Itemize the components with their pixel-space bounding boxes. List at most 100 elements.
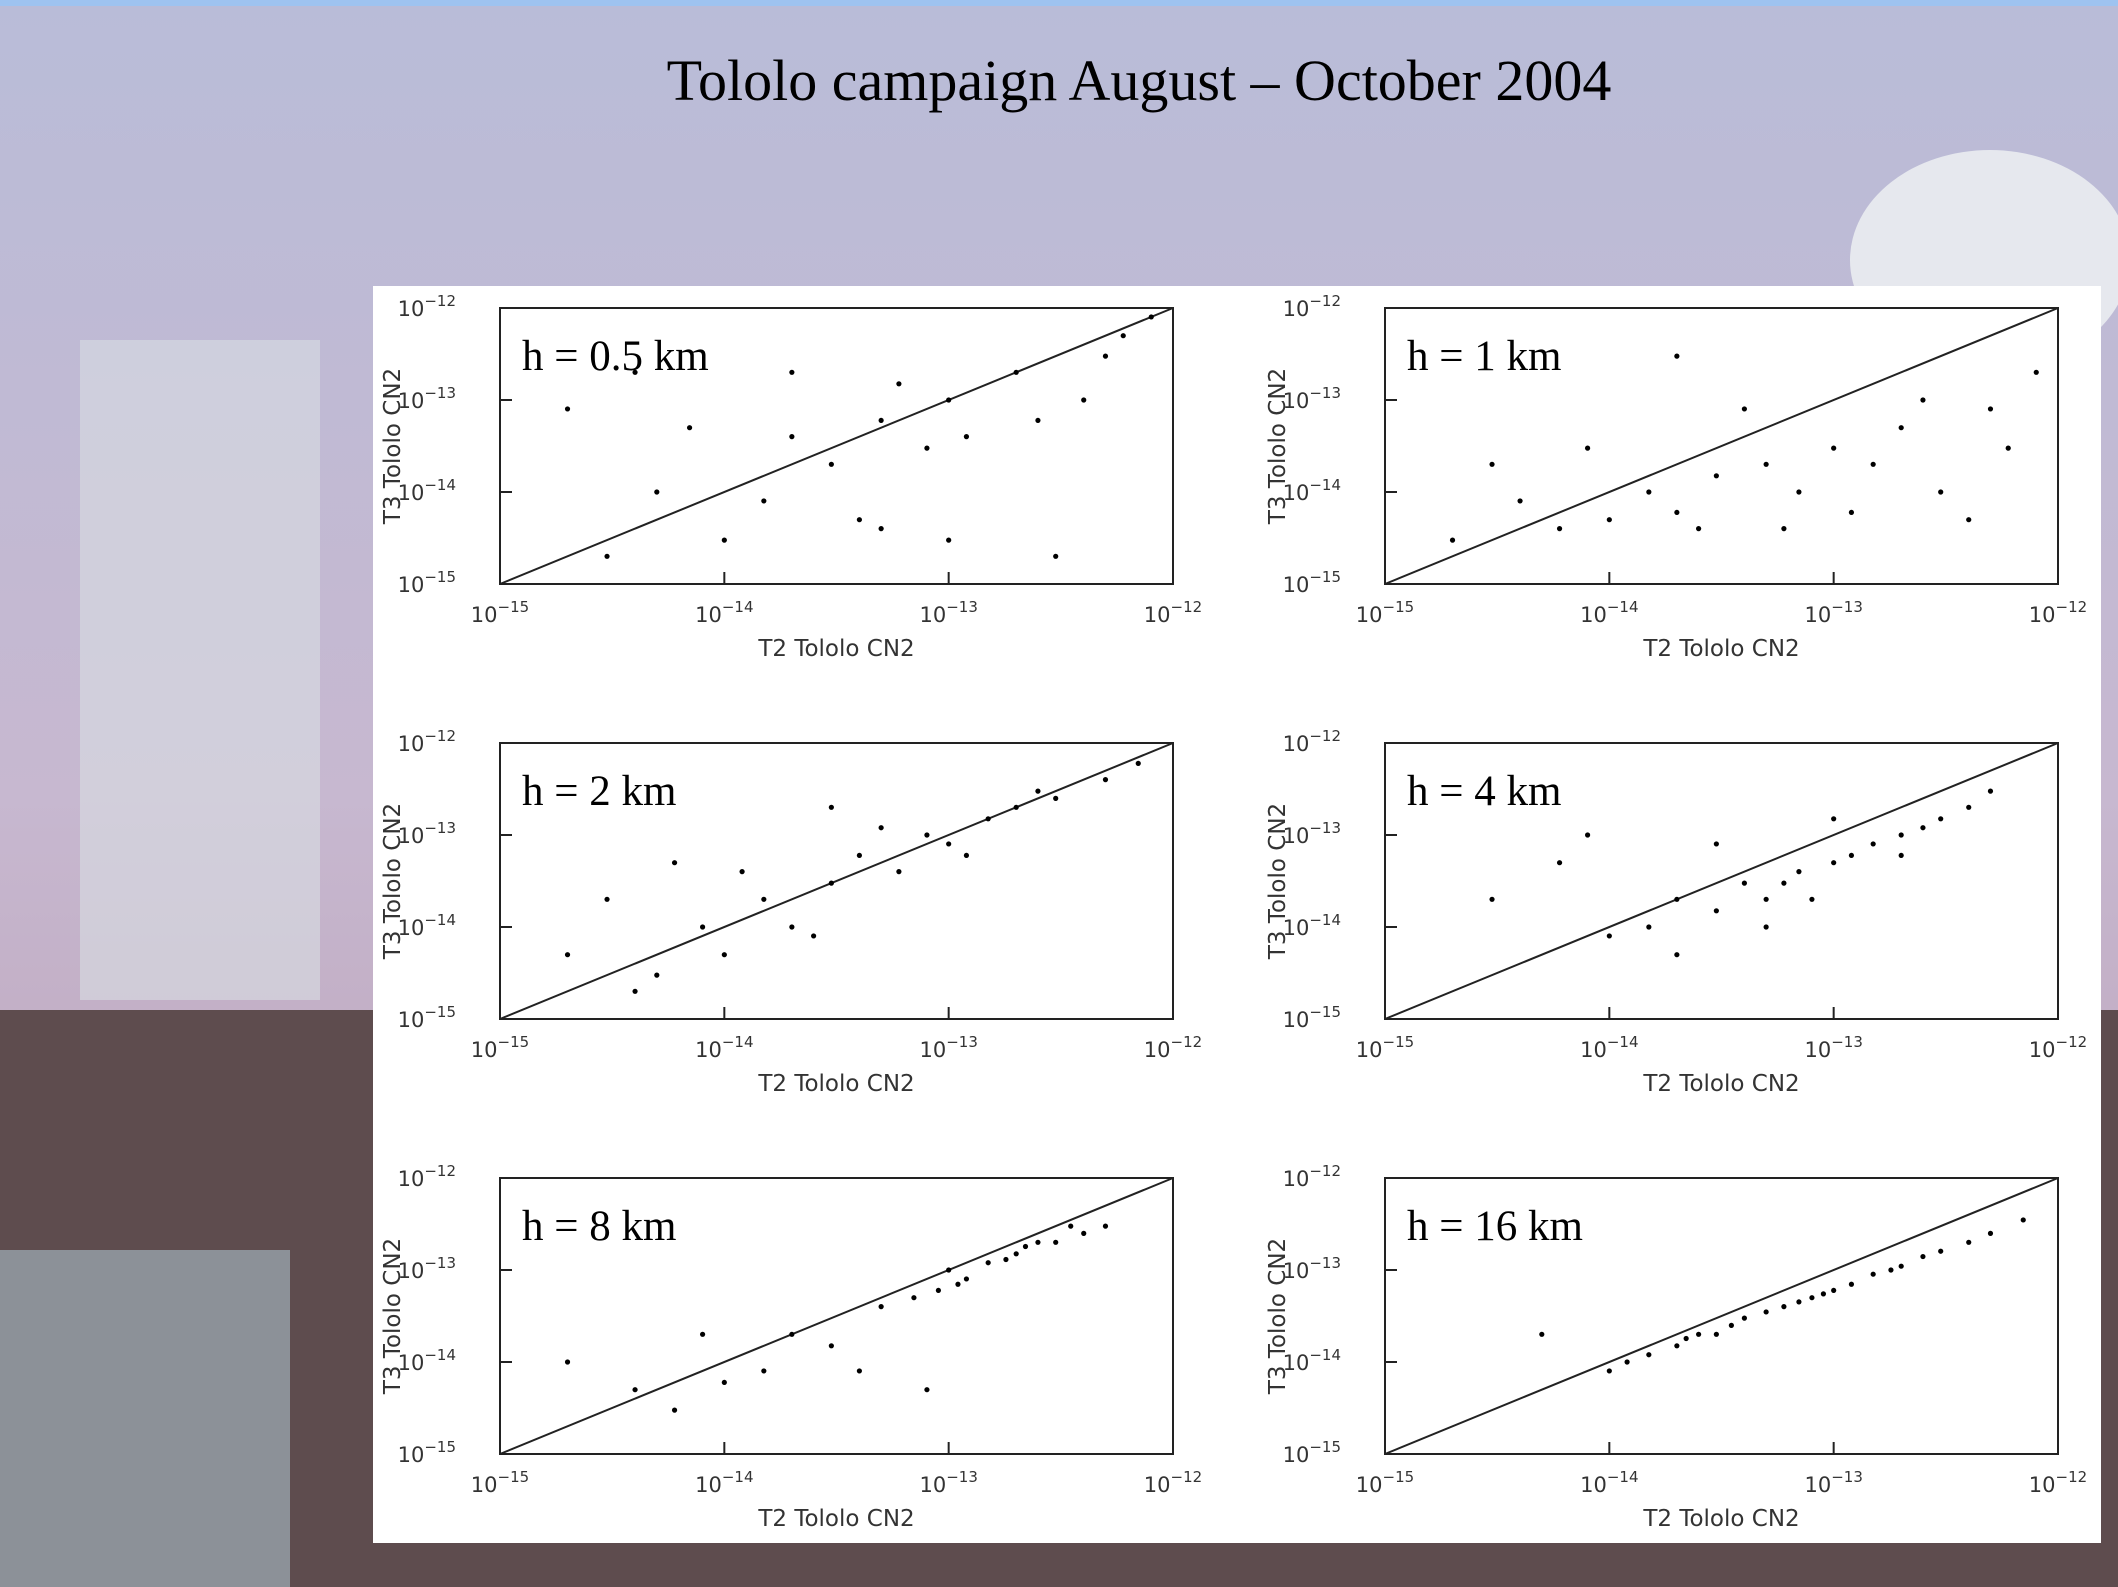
point xyxy=(1081,1230,1087,1236)
point xyxy=(721,1379,727,1386)
point xyxy=(1796,869,1802,875)
tick-base: 10 xyxy=(695,603,722,627)
tick-exponent: −13 xyxy=(946,598,978,616)
y-tick-label: 10−13 xyxy=(1283,384,1341,413)
point xyxy=(1013,1251,1019,1257)
x-tick-label: 10−14 xyxy=(695,1468,753,1497)
tick-base: 10 xyxy=(695,1038,722,1062)
tick-exponent: −14 xyxy=(722,598,754,616)
point xyxy=(761,498,767,504)
point xyxy=(1556,526,1563,532)
tick-exponent: −13 xyxy=(424,1254,456,1272)
point xyxy=(946,397,952,403)
tick-exponent: −13 xyxy=(424,384,456,402)
tick-exponent: −13 xyxy=(1309,1254,1341,1272)
point xyxy=(828,1343,834,1349)
point xyxy=(856,517,862,523)
x-tick-label: 10−12 xyxy=(1144,1468,1202,1497)
diagonal-line xyxy=(1384,1177,2059,1455)
y-axis-label: T3 Tololo CN2 xyxy=(1265,803,1291,960)
tick-base: 10 xyxy=(471,603,498,627)
tick-base: 10 xyxy=(919,1038,946,1062)
y-tick-label: 10−15 xyxy=(1283,1438,1341,1467)
tick-exponent: −15 xyxy=(424,1003,456,1021)
tick-base: 10 xyxy=(1356,1473,1383,1497)
x-tick-label: 10−14 xyxy=(1580,598,1638,627)
tick-exponent: −12 xyxy=(424,1162,456,1180)
point xyxy=(1713,1331,1719,1337)
point xyxy=(1606,1368,1612,1374)
x-tick-label: 10−13 xyxy=(1804,1468,1862,1497)
tick-base: 10 xyxy=(398,1443,425,1467)
point xyxy=(1053,553,1059,559)
y-tick-label: 10−12 xyxy=(398,292,456,321)
point xyxy=(632,1387,638,1393)
point xyxy=(1920,1253,1926,1260)
slide-title: Tololo campaign August – October 2004 xyxy=(667,48,1612,113)
point xyxy=(604,553,610,559)
x-tick-label: 10−15 xyxy=(1356,598,1414,627)
plot-frame xyxy=(1384,742,2059,1020)
tick-base: 10 xyxy=(1804,1038,1831,1062)
y-tick-label: 10−13 xyxy=(398,384,456,413)
point xyxy=(946,841,952,847)
point xyxy=(1920,825,1926,831)
tick-base: 10 xyxy=(1283,1443,1310,1467)
tick-base: 10 xyxy=(1283,297,1310,321)
point xyxy=(1831,816,1837,822)
point xyxy=(686,425,693,431)
point xyxy=(1517,498,1523,504)
tick-exponent: −13 xyxy=(424,819,456,837)
tick-exponent: −14 xyxy=(722,1033,754,1051)
tick-base: 10 xyxy=(398,732,425,756)
tick-base: 10 xyxy=(398,1259,425,1283)
tick-base: 10 xyxy=(1804,603,1831,627)
tick-exponent: −13 xyxy=(1831,598,1863,616)
tick-base: 10 xyxy=(398,297,425,321)
point xyxy=(1938,816,1944,822)
point xyxy=(721,952,727,958)
point xyxy=(2020,1217,2026,1223)
point xyxy=(1966,804,1972,810)
point xyxy=(1781,880,1787,886)
point xyxy=(1763,924,1769,930)
diagonal-line xyxy=(499,1177,1174,1455)
tick-base: 10 xyxy=(2029,1038,2056,1062)
point xyxy=(963,1276,970,1282)
tick-exponent: −12 xyxy=(2056,1033,2088,1051)
point xyxy=(721,537,727,543)
point xyxy=(1556,860,1563,866)
point xyxy=(1820,1291,1827,1297)
point xyxy=(1763,1309,1769,1315)
point xyxy=(1053,795,1059,801)
point xyxy=(1606,933,1612,939)
point xyxy=(1809,896,1815,902)
y-axis-label: T3 Tololo CN2 xyxy=(380,803,406,960)
point xyxy=(604,896,610,902)
tick-base: 10 xyxy=(2029,1473,2056,1497)
x-axis-label: T2 Tololo CN2 xyxy=(757,1071,914,1097)
tick-exponent: −15 xyxy=(424,1438,456,1456)
tick-base: 10 xyxy=(398,916,425,940)
annotation: h = 16 km xyxy=(1407,1203,1583,1250)
tick-base: 10 xyxy=(1144,603,1171,627)
tick-base: 10 xyxy=(695,1473,722,1497)
tick-exponent: −15 xyxy=(1309,568,1341,586)
y-tick-label: 10−15 xyxy=(398,1003,456,1032)
point xyxy=(896,869,902,875)
y-tick-label: 10−15 xyxy=(398,1438,456,1467)
tick-exponent: −14 xyxy=(1607,1468,1639,1486)
point xyxy=(789,434,795,440)
point xyxy=(1898,852,1904,859)
y-axis-label: T3 Tololo CN2 xyxy=(380,368,406,525)
tick-exponent: −12 xyxy=(424,727,456,745)
x-tick-label: 10−12 xyxy=(2029,598,2087,627)
point xyxy=(1848,509,1855,516)
point xyxy=(1763,461,1769,467)
walkway xyxy=(0,1250,290,1587)
point xyxy=(789,369,795,375)
x-tick-label: 10−13 xyxy=(919,1033,977,1062)
x-tick-label: 10−15 xyxy=(471,1468,529,1497)
annotation: h = 0.5 km xyxy=(522,333,709,380)
